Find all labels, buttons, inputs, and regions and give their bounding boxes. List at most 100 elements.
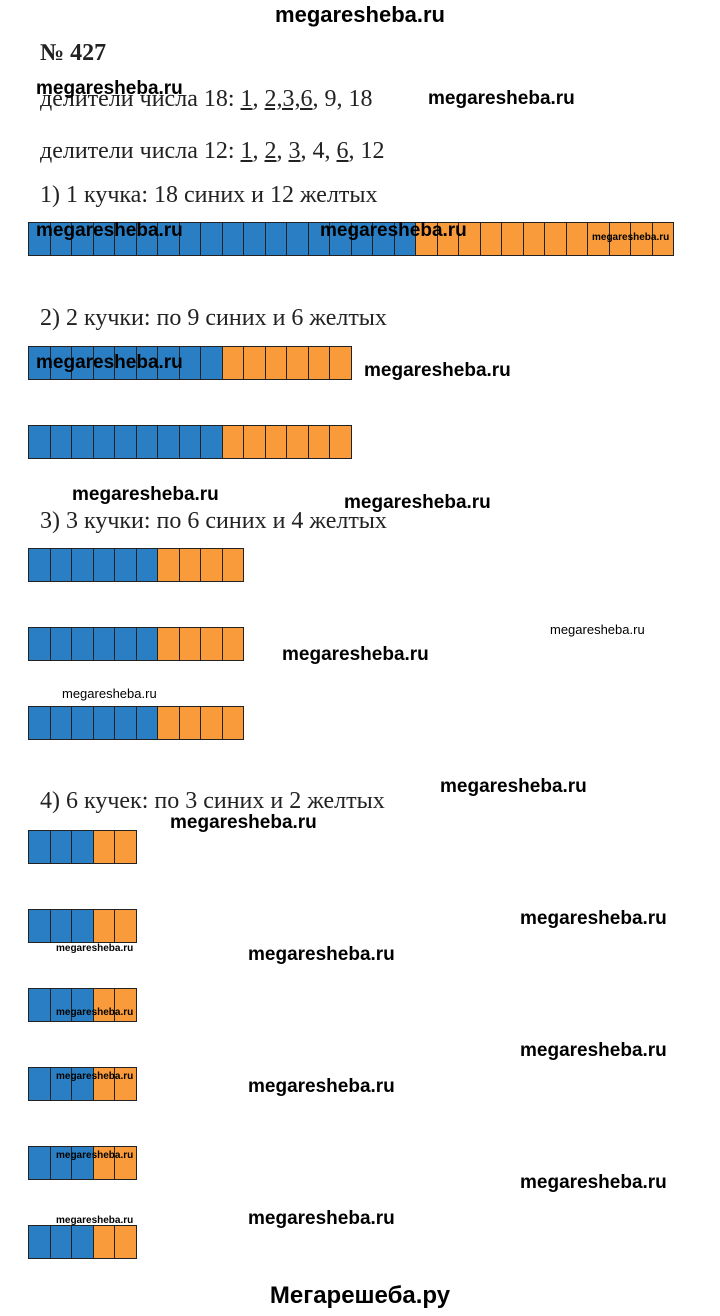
watermark: megaresheba.ru [56,1071,134,1082]
orange-cell [566,223,588,255]
divisor-text: , [252,86,265,112]
orange-cell [330,347,352,379]
watermark: megaresheba.ru [550,622,645,637]
pile-bar [28,1067,137,1101]
orange-cell [158,707,180,739]
pile-bar [28,909,137,943]
orange-cell [115,910,137,942]
orange-cell [265,347,287,379]
blue-cell [50,831,72,863]
blue-cell [93,347,115,379]
blue-cell [136,628,158,660]
orange-cell [308,347,330,379]
blue-cell [136,223,158,255]
blue-cell [72,1226,94,1258]
divisor-underlined: 6 [336,138,349,164]
blue-cell [50,989,72,1021]
divisors-18-line: делители числа 18: 1, 2,3,6, 9, 18 [40,86,373,113]
orange-cell [287,347,309,379]
blue-cell [287,223,309,255]
watermark: megaresheba.ru [248,944,395,965]
blue-cell [72,426,94,458]
divisor-text: , [252,138,265,164]
blue-cell [50,910,72,942]
orange-cell [609,223,631,255]
blue-cell [50,223,72,255]
section-3-heading: 3) 3 кучки: по 6 синих и 4 желтых [40,508,387,534]
blue-cell [308,223,330,255]
problem-number: № 427 [40,40,107,66]
divisor-text: , 12 [348,138,385,164]
watermark: megaresheba.ru [56,1215,134,1226]
divisor-underlined: 3 [288,138,301,164]
orange-cell [93,1226,115,1258]
watermark: megaresheba.ru [36,220,183,241]
orange-cell [437,223,459,255]
watermark: megaresheba.ru [248,1208,395,1229]
blue-cell [29,1147,51,1179]
blue-cell [50,707,72,739]
pile-bar [28,988,137,1022]
blue-cell [29,989,51,1021]
divisors-12-label: делители числа 12: [40,138,241,164]
orange-cell [308,426,330,458]
orange-cell [222,347,244,379]
watermark: megaresheba.ru [320,220,467,241]
pile-bar [28,548,244,582]
divisors-12-line: делители числа 12: 1, 2, 3, 4, 6, 12 [40,138,385,165]
orange-cell [222,549,244,581]
blue-cell [136,426,158,458]
orange-cell [93,910,115,942]
orange-cell [523,223,545,255]
orange-cell [545,223,567,255]
divisor-underlined: 2 [264,138,277,164]
orange-cell [158,549,180,581]
orange-cell [201,628,223,660]
orange-cell [115,989,137,1021]
orange-cell [115,1147,137,1179]
blue-cell [50,628,72,660]
orange-cell [201,549,223,581]
section-1-heading: 1) 1 кучка: 18 синих и 12 желтых [40,182,378,208]
watermark: megaresheba.ru [56,1007,134,1018]
pile-bar [28,425,352,459]
watermark: megaresheba.ru [520,1172,667,1193]
orange-cell [115,831,137,863]
blue-cell [93,426,115,458]
blue-cell [29,910,51,942]
blue-cell [29,1068,51,1100]
section-4-heading: 4) 6 кучек: по 3 синих и 2 желтых [40,788,385,814]
orange-cell [480,223,502,255]
blue-cell [72,1068,94,1100]
orange-cell [179,707,201,739]
orange-cell [179,549,201,581]
blue-cell [244,223,266,255]
divisor-text: , 9, 18 [312,86,373,112]
watermark: megaresheba.ru [62,686,157,701]
blue-cell [72,707,94,739]
blue-cell [72,223,94,255]
orange-cell [93,831,115,863]
blue-cell [50,347,72,379]
orange-cell [93,1147,115,1179]
watermark: megaresheba.ru [520,908,667,929]
orange-cell [222,426,244,458]
watermark: megaresheba.ru [56,1150,134,1161]
blue-cell [29,549,51,581]
blue-cell [93,628,115,660]
blue-cell [136,347,158,379]
pile-bar [28,346,352,380]
pile-bar [28,706,244,740]
header-watermark: megaresheba.ru [275,2,445,27]
divisor-underlined: 2,3,6 [264,86,313,112]
orange-cell [265,426,287,458]
blue-cell [72,347,94,379]
watermark: megaresheba.ru [248,1076,395,1097]
orange-cell [330,426,352,458]
blue-cell [179,347,201,379]
blue-cell [72,1147,94,1179]
blue-cell [50,426,72,458]
blue-cell [50,1147,72,1179]
blue-cell [93,549,115,581]
watermark: megaresheba.ru [36,352,183,373]
